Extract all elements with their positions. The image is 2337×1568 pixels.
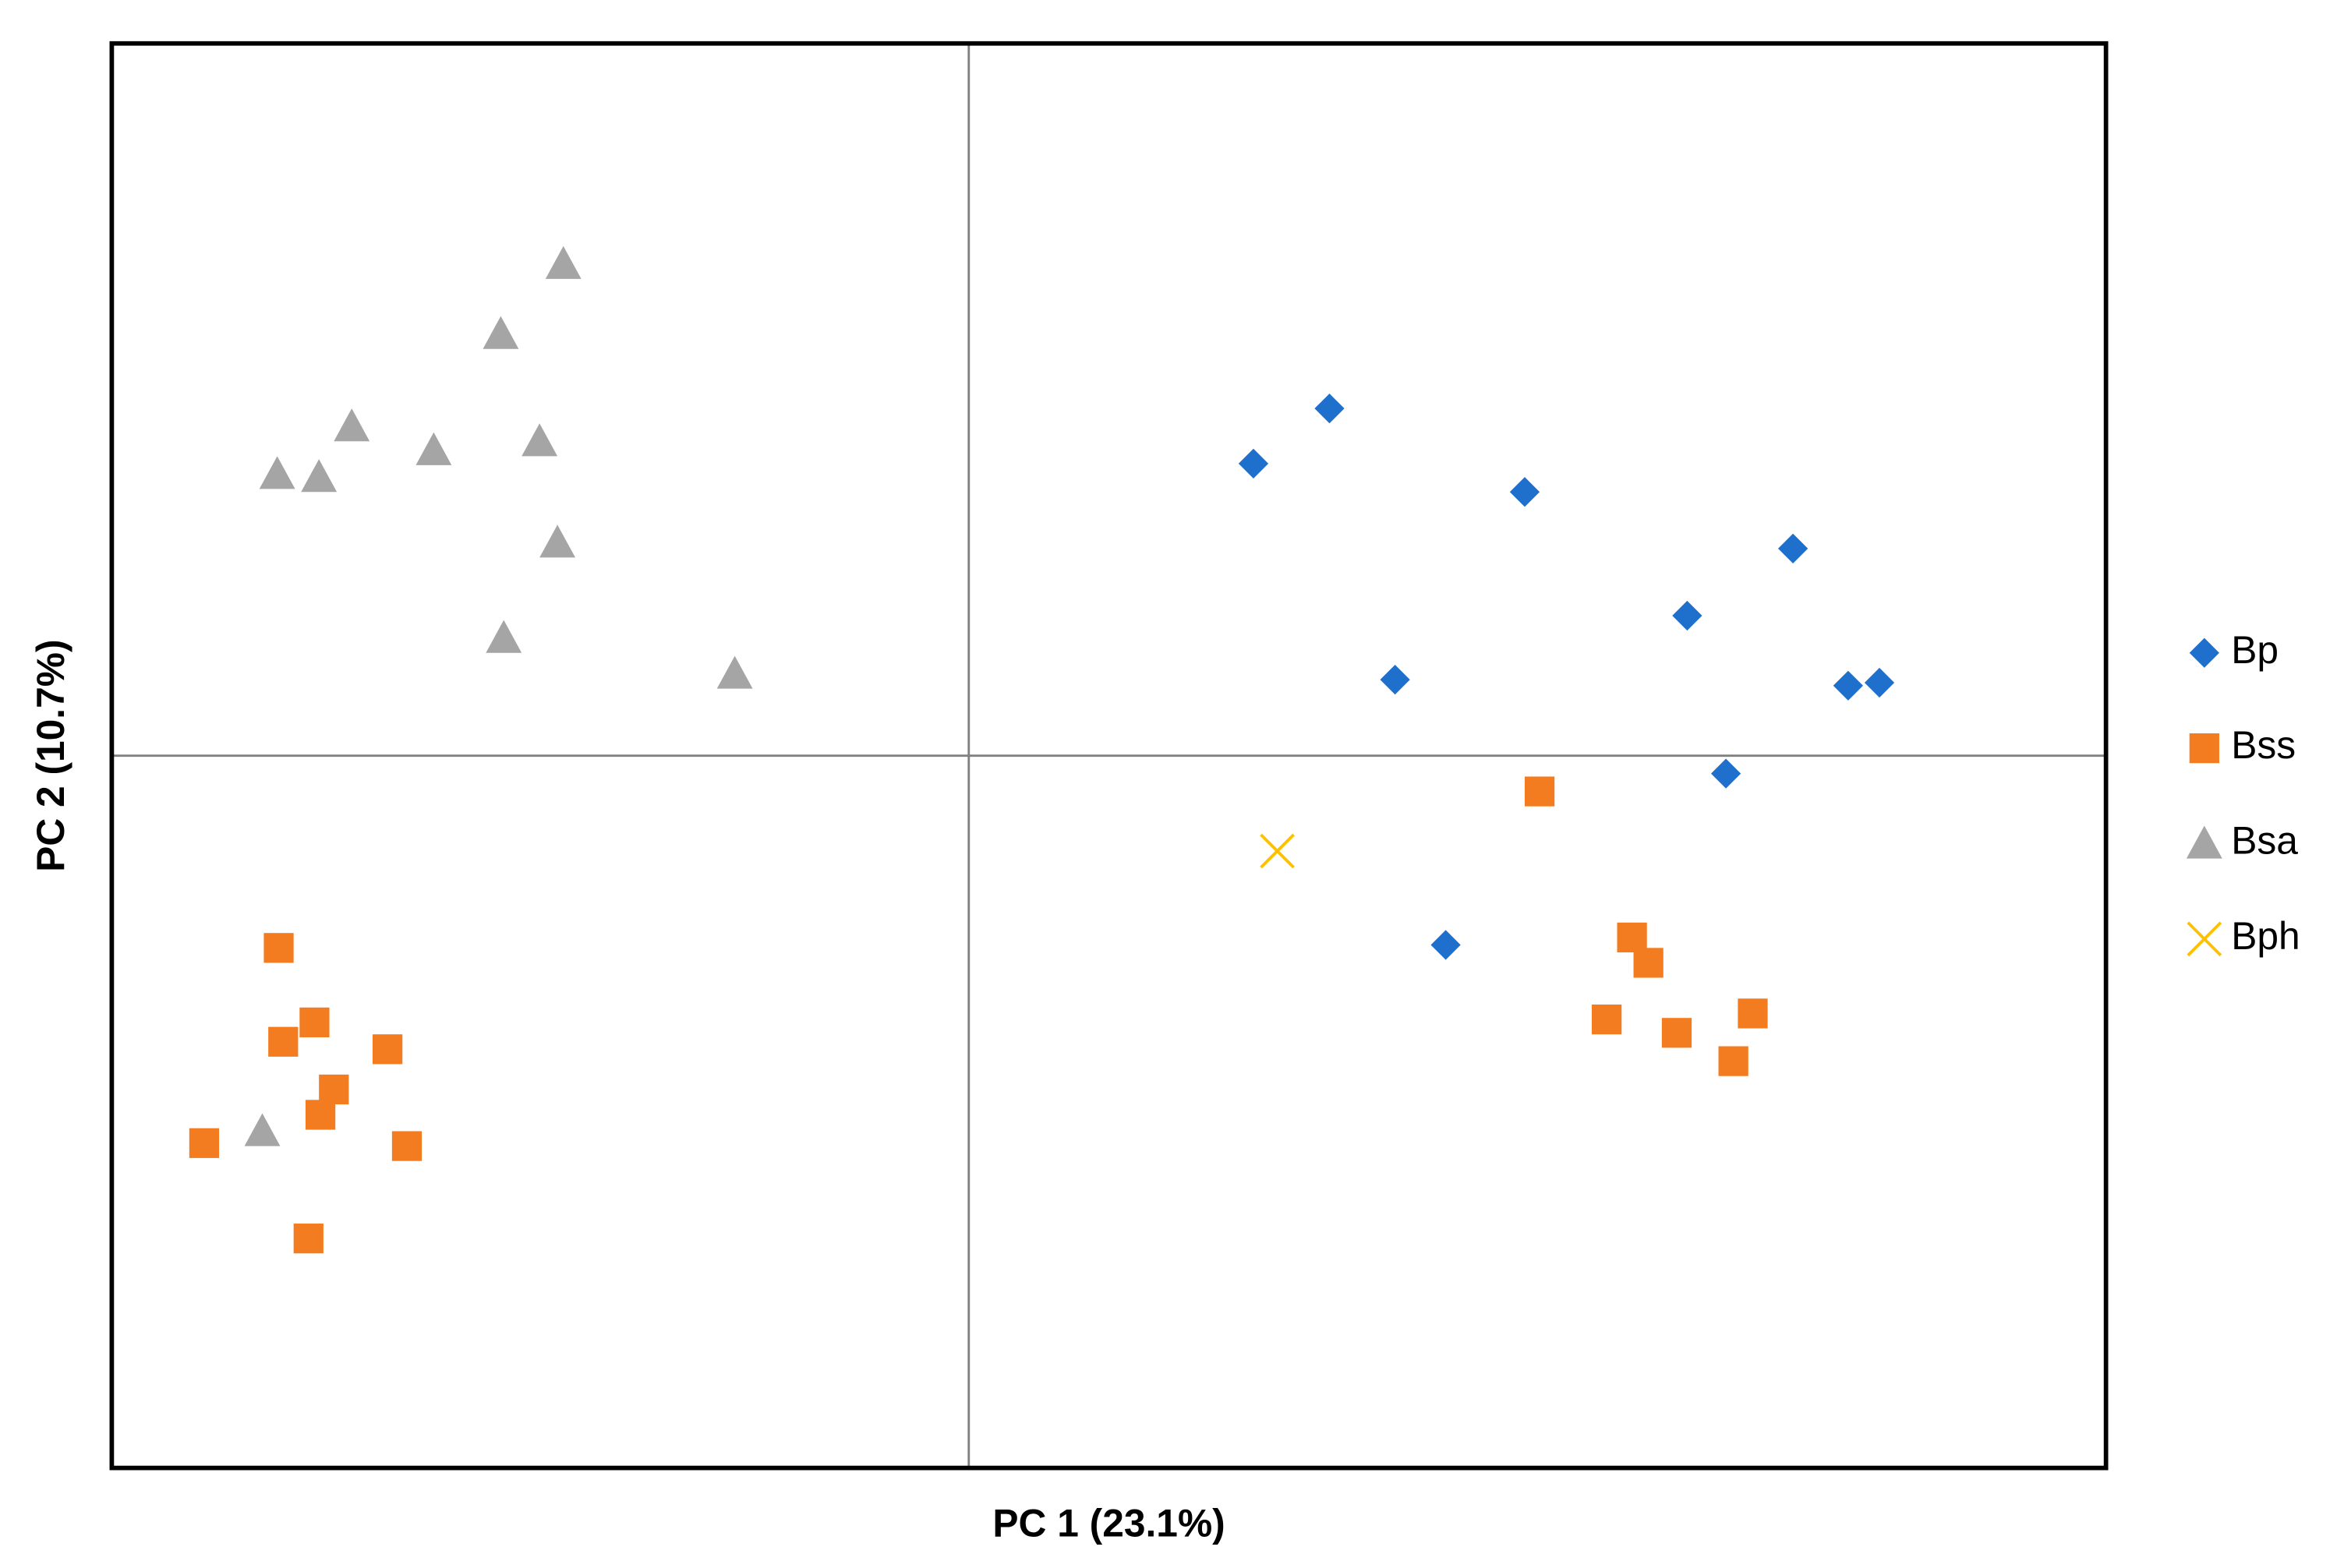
y-axis-title: PC 2 (10.7%) bbox=[29, 640, 72, 872]
data-point bbox=[1718, 1046, 1748, 1076]
data-point bbox=[415, 432, 452, 465]
data-point bbox=[301, 459, 338, 493]
data-point bbox=[486, 620, 522, 653]
data-point bbox=[1864, 667, 1895, 698]
data-point bbox=[1260, 833, 1295, 869]
data-point bbox=[268, 1026, 299, 1057]
data-point bbox=[259, 456, 295, 489]
data-point bbox=[1314, 394, 1345, 424]
data-point bbox=[1833, 670, 1863, 701]
legend-marker bbox=[2187, 921, 2222, 957]
data-point bbox=[293, 1224, 324, 1254]
data-point bbox=[305, 1100, 336, 1130]
legend-label: Bp bbox=[2231, 628, 2279, 672]
data-point bbox=[334, 408, 370, 442]
data-point bbox=[372, 1034, 403, 1065]
data-point bbox=[539, 524, 576, 558]
data-point bbox=[545, 245, 582, 279]
data-point bbox=[189, 1128, 220, 1158]
data-point bbox=[1633, 948, 1663, 978]
data-point bbox=[391, 1131, 422, 1161]
data-point bbox=[1672, 600, 1702, 631]
x-axis-title: PC 1 (23.1%) bbox=[992, 1501, 1225, 1545]
data-point bbox=[263, 933, 294, 963]
data-point bbox=[1380, 665, 1410, 695]
data-point bbox=[1661, 1018, 1692, 1048]
data-point bbox=[483, 316, 519, 349]
data-point bbox=[1710, 758, 1741, 789]
data-point bbox=[1509, 477, 1540, 507]
legend-label: Bph bbox=[2231, 914, 2300, 958]
data-point bbox=[716, 655, 753, 689]
legend-label: Bsa bbox=[2231, 819, 2298, 863]
data-point bbox=[1778, 533, 1808, 564]
data-point bbox=[299, 1007, 330, 1038]
data-point bbox=[521, 423, 558, 457]
data-point bbox=[1524, 776, 1555, 807]
legend-marker bbox=[2186, 825, 2222, 859]
data-point bbox=[1617, 922, 1647, 953]
data-point bbox=[1430, 930, 1461, 960]
data-point bbox=[1592, 1004, 1622, 1035]
data-point bbox=[1738, 998, 1768, 1029]
legend-marker bbox=[2189, 733, 2219, 764]
data-point bbox=[1238, 448, 1269, 479]
plot-frame bbox=[109, 41, 2109, 1471]
data-point bbox=[319, 1074, 349, 1105]
data-point bbox=[244, 1113, 281, 1146]
legend-label: Bss bbox=[2231, 723, 2296, 767]
legend-marker bbox=[2189, 637, 2219, 668]
